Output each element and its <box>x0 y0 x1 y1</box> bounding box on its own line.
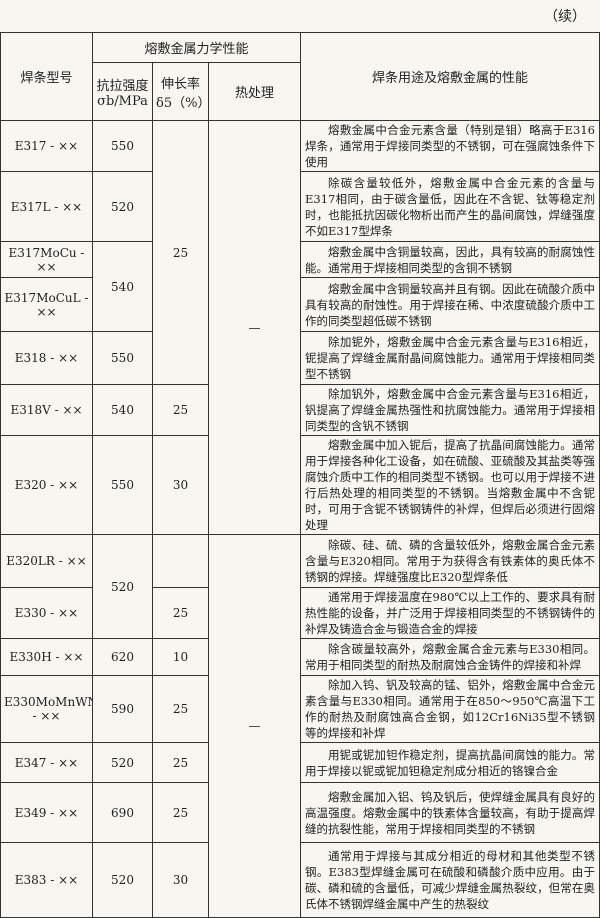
tensile-cell: 690 <box>92 782 153 843</box>
desc-cell: 用铌或铌加钽作稳定剂，提高抗晶间腐蚀的能力。常用于焊接以铌或铌加钽稳定剂成分相近… <box>300 742 600 783</box>
elongation-cell: 25 <box>152 120 209 385</box>
model-cell: E347 - ×× <box>0 742 93 783</box>
table-row: E320LR - ×× 520— 除碳、硅、硫、磷的含量较低外，熔敷金属合金元素含量… <box>0 534 600 918</box>
continued-mark: （续） <box>544 9 586 25</box>
header-line: 抗拉强度 <box>96 78 149 94</box>
page: （续） 焊条型号 熔敷金属力学性能 焊条用途及熔敷金属的性能 抗拉强度 σb/MP… <box>0 9 600 918</box>
tensile-cell: 520 <box>92 171 153 242</box>
heat-header: 热处理 <box>207 62 302 121</box>
heat-cell: — <box>207 120 302 535</box>
model-cell: E318 - ×× <box>0 331 93 385</box>
model-cell: E330MoMnWNb - ×× <box>0 675 93 743</box>
tensile-cell: 550 <box>92 435 153 535</box>
elongation-cell: 25 <box>152 782 209 843</box>
tensile-cell: 520 <box>92 534 153 639</box>
table-row: E317 - ×× 550 25— 熔敷金属中合金元素含量（特别是钼）略高于E316焊… <box>0 120 600 535</box>
desc-cell: 除碳含量较低外，熔敷金属中合金元素的含量与E317相同，由于碳含量低，因此在不含… <box>300 171 600 242</box>
header-line: 伸长率 <box>160 76 200 92</box>
table-row: E318V - ×× 540 25 除加钒外，熔敷金属中合金元素含量与E316相近，钒… <box>0 384 600 436</box>
header-line: δ5（%） <box>156 95 209 111</box>
desc-cell: 熔敷金属中含铜量较高并且有钢。因此在硫酸介质中具有较高的耐蚀性。用于焊接在稀、中… <box>300 277 600 332</box>
model-cell: E330H - ×× <box>0 638 93 676</box>
tensile-cell: 540 <box>92 241 153 332</box>
table-row: E383 - ×× 520 30 通常用于焊接与其成分相近的母材和其他类型不锈钢。E3… <box>0 842 600 918</box>
desc-cell: 除加钒外，熔敷金属中合金元素含量与E316相近，钒提高了焊缝金属热强性和抗腐蚀能… <box>300 384 600 436</box>
tensile-cell: 550 <box>92 331 153 385</box>
tensile-cell: 520 <box>92 842 153 918</box>
table-row: E330H - ×× 620 10 除含碳量较高外，熔敷金属合金元素与E330相同。常… <box>0 638 600 676</box>
model-cell: E317L - ×× <box>0 171 93 242</box>
elongation-cell: 25 <box>152 587 209 639</box>
usage-header: 焊条用途及熔敷金属的性能 <box>300 32 600 121</box>
elongation-cell: 25 <box>152 742 209 783</box>
table-row: E317L - ×× 520 除碳含量较低外，熔敷金属中合金元素的含量与E317相同… <box>0 171 600 242</box>
table-row: E318 - ×× 550 除加铌外，熔敷金属中合金元素含量与E316相近，铌提高了… <box>0 331 600 385</box>
model-cell: E318V - ×× <box>0 384 93 436</box>
model-cell: E320 - ×× <box>0 435 93 535</box>
tensile-header: 抗拉强度 σb/MPa <box>92 62 153 121</box>
elongation-cell: 30 <box>152 842 209 918</box>
tensile-cell: 550 <box>92 120 153 172</box>
table-row: E347 - ×× 520 25 用铌或铌加钽作稳定剂，提高抗晶间腐蚀的能力。常用于焊… <box>0 742 600 783</box>
model-header: 焊条型号 <box>0 32 93 121</box>
desc-cell: 通常用于焊接与其成分相近的母材和其他类型不锈钢。E383型焊缝金属可在硫酸和磷酸… <box>300 842 600 918</box>
desc-cell: 除含碳量较高外，熔敷金属合金元素与E330相同。常用于相同类型的耐热及耐腐蚀合金… <box>300 638 600 676</box>
table-row: E320 - ×× 550 30 熔敷金属中加入铌后，提高了抗晶间腐蚀能力。通常用于焊… <box>0 435 600 535</box>
tensile-cell: 540 <box>92 384 153 436</box>
elongation-cell: 25 <box>152 384 209 436</box>
desc-cell: 熔敷金属中加入铌后，提高了抗晶间腐蚀能力。通常用于焊接各种化工设备，如在硫酸、亚… <box>300 435 600 535</box>
desc-cell: 除碳、硅、硫、磷的含量较低外，熔敷金属合金元素含量与E320相同。常用于为获得含… <box>300 534 600 588</box>
desc-cell: 熔敷金属中含铜量较高，因此，具有较高的耐腐蚀性能。通常用于焊接相同类型的含铜不锈… <box>300 241 600 278</box>
desc-cell: 熔敷金属加入铝、钨及钒后，使焊缝金属具有良好的高温强度。熔敷金属中的铁素体含量较… <box>300 782 600 843</box>
tensile-cell: 620 <box>92 638 153 676</box>
table-row: E317MoCuL - ×× 熔敷金属中含铜量较高并且有钢。因此在硫酸介质中具有较… <box>0 277 600 332</box>
elongation-cell: 30 <box>152 435 209 535</box>
table: 焊条型号 熔敷金属力学性能 焊条用途及熔敷金属的性能 抗拉强度 σb/MPa 伸长… <box>0 32 600 918</box>
model-cell: E317 - ×× <box>0 120 93 172</box>
table-row: E330 - ×× 25 通常用于焊接温度在980℃以上工作的、要求具有耐热性能的设… <box>0 587 600 639</box>
model-cell: E330 - ×× <box>0 587 93 639</box>
model-cell: E383 - ×× <box>0 842 93 918</box>
desc-cell: 熔敷金属中合金元素含量（特别是钼）略高于E316焊条，通常用于焊接同类型的不锈钢… <box>300 120 600 172</box>
table-body: E317 - ×× 550 25— 熔敷金属中合金元素含量（特别是钼）略高于E316焊… <box>0 120 600 918</box>
model-cell: E317MoCu - ×× <box>0 241 93 278</box>
elongation-header: 伸长率 δ5（%） <box>152 62 209 121</box>
header-line: σb/MPa <box>97 93 148 109</box>
model-cell: E349 - ×× <box>0 782 93 843</box>
mechanical-header: 熔敷金属力学性能 <box>91 32 302 63</box>
elongation-cell: 10 <box>152 638 209 676</box>
model-cell: E320LR - ×× <box>0 534 93 588</box>
tensile-cell: 520 <box>92 742 153 783</box>
desc-cell: 除加铌外，熔敷金属中合金元素含量与E316相近，铌提高了焊缝金属耐晶间腐蚀能力。… <box>300 331 600 385</box>
heat-cell: — <box>207 534 302 918</box>
tensile-cell: 590 <box>92 675 153 743</box>
elongation-cell <box>152 534 209 588</box>
desc-cell: 除加入钨、钒及较高的锰、铝外，熔敷金属中合金元素含量与E330相同。通常用于在8… <box>300 675 600 743</box>
model-cell: E317MoCuL - ×× <box>0 277 93 332</box>
table-row: E317MoCu - ×× 540 熔敷金属中含铜量较高，因此，具有较高的耐腐蚀性能… <box>0 241 600 332</box>
table-row: E349 - ×× 690 25 熔敷金属加入铝、钨及钒后，使焊缝金属具有良好的高温强… <box>0 782 600 843</box>
desc-cell: 通常用于焊接温度在980℃以上工作的、要求具有耐热性能的设备，并广泛用于焊接相同… <box>300 587 600 639</box>
elongation-cell: 25 <box>152 675 209 743</box>
